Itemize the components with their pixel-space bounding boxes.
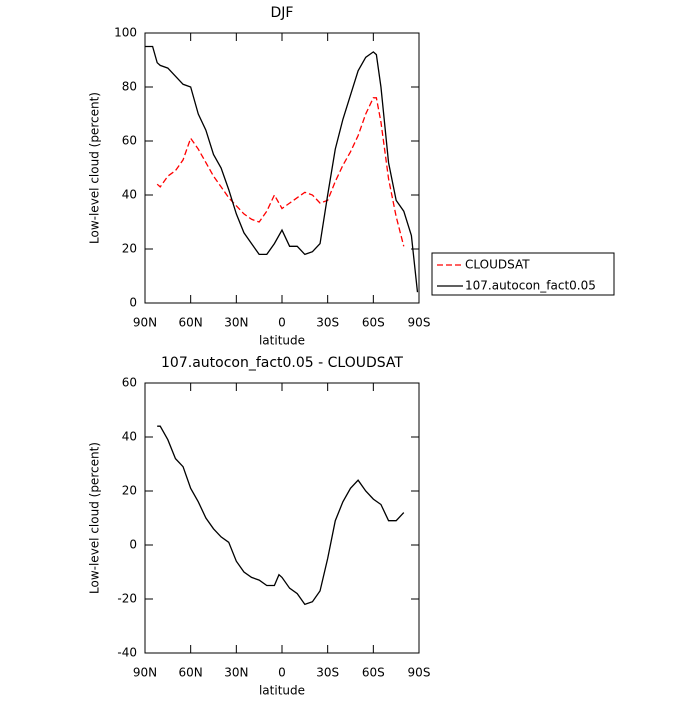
plot-frame [144,32,420,304]
x-tick-label: 60N [179,316,203,330]
x-tick-label: 30N [224,666,248,680]
y-axis-label: Low-level cloud (percent) [88,92,102,244]
legend-label: CLOUDSAT [465,258,530,272]
y-tick-label: 40 [122,188,137,202]
x-tick-label: 30S [316,666,339,680]
data-line [157,425,405,606]
chart-title: DJF [271,5,294,21]
x-axis-label: latitude [259,334,305,348]
data-line [145,45,419,293]
y-tick-label: -20 [117,592,137,606]
x-tick-label: 0 [278,666,286,680]
x-tick-label: 90S [408,666,431,680]
y-tick-label: 0 [129,538,137,552]
legend-label: 107.autocon_fact0.05 [465,279,596,293]
x-tick-label: 30S [316,316,339,330]
x-tick-label: 30N [224,316,248,330]
y-axis-label: Low-level cloud (percent) [88,442,102,594]
x-tick-label: 0 [278,316,286,330]
x-tick-label: 90N [133,666,157,680]
x-tick-label: 60S [362,666,385,680]
x-tick-label: 60S [362,316,385,330]
y-tick-label: -40 [117,646,137,660]
y-tick-label: 100 [114,26,137,40]
data-line [156,97,405,247]
y-tick-label: 0 [129,296,137,310]
y-tick-label: 20 [122,484,137,498]
x-tick-label: 90S [408,316,431,330]
y-tick-label: 80 [122,80,137,94]
x-axis-label: latitude [259,684,305,698]
y-tick-label: 40 [122,430,137,444]
y-tick-label: 60 [122,134,137,148]
plot-frame [144,382,420,654]
chart-title: 107.autocon_fact0.05 - CLOUDSAT [161,355,403,371]
x-tick-label: 90N [133,316,157,330]
y-tick-label: 20 [122,242,137,256]
y-tick-label: 60 [122,376,137,390]
legend-box [431,252,615,296]
x-tick-label: 60N [179,666,203,680]
